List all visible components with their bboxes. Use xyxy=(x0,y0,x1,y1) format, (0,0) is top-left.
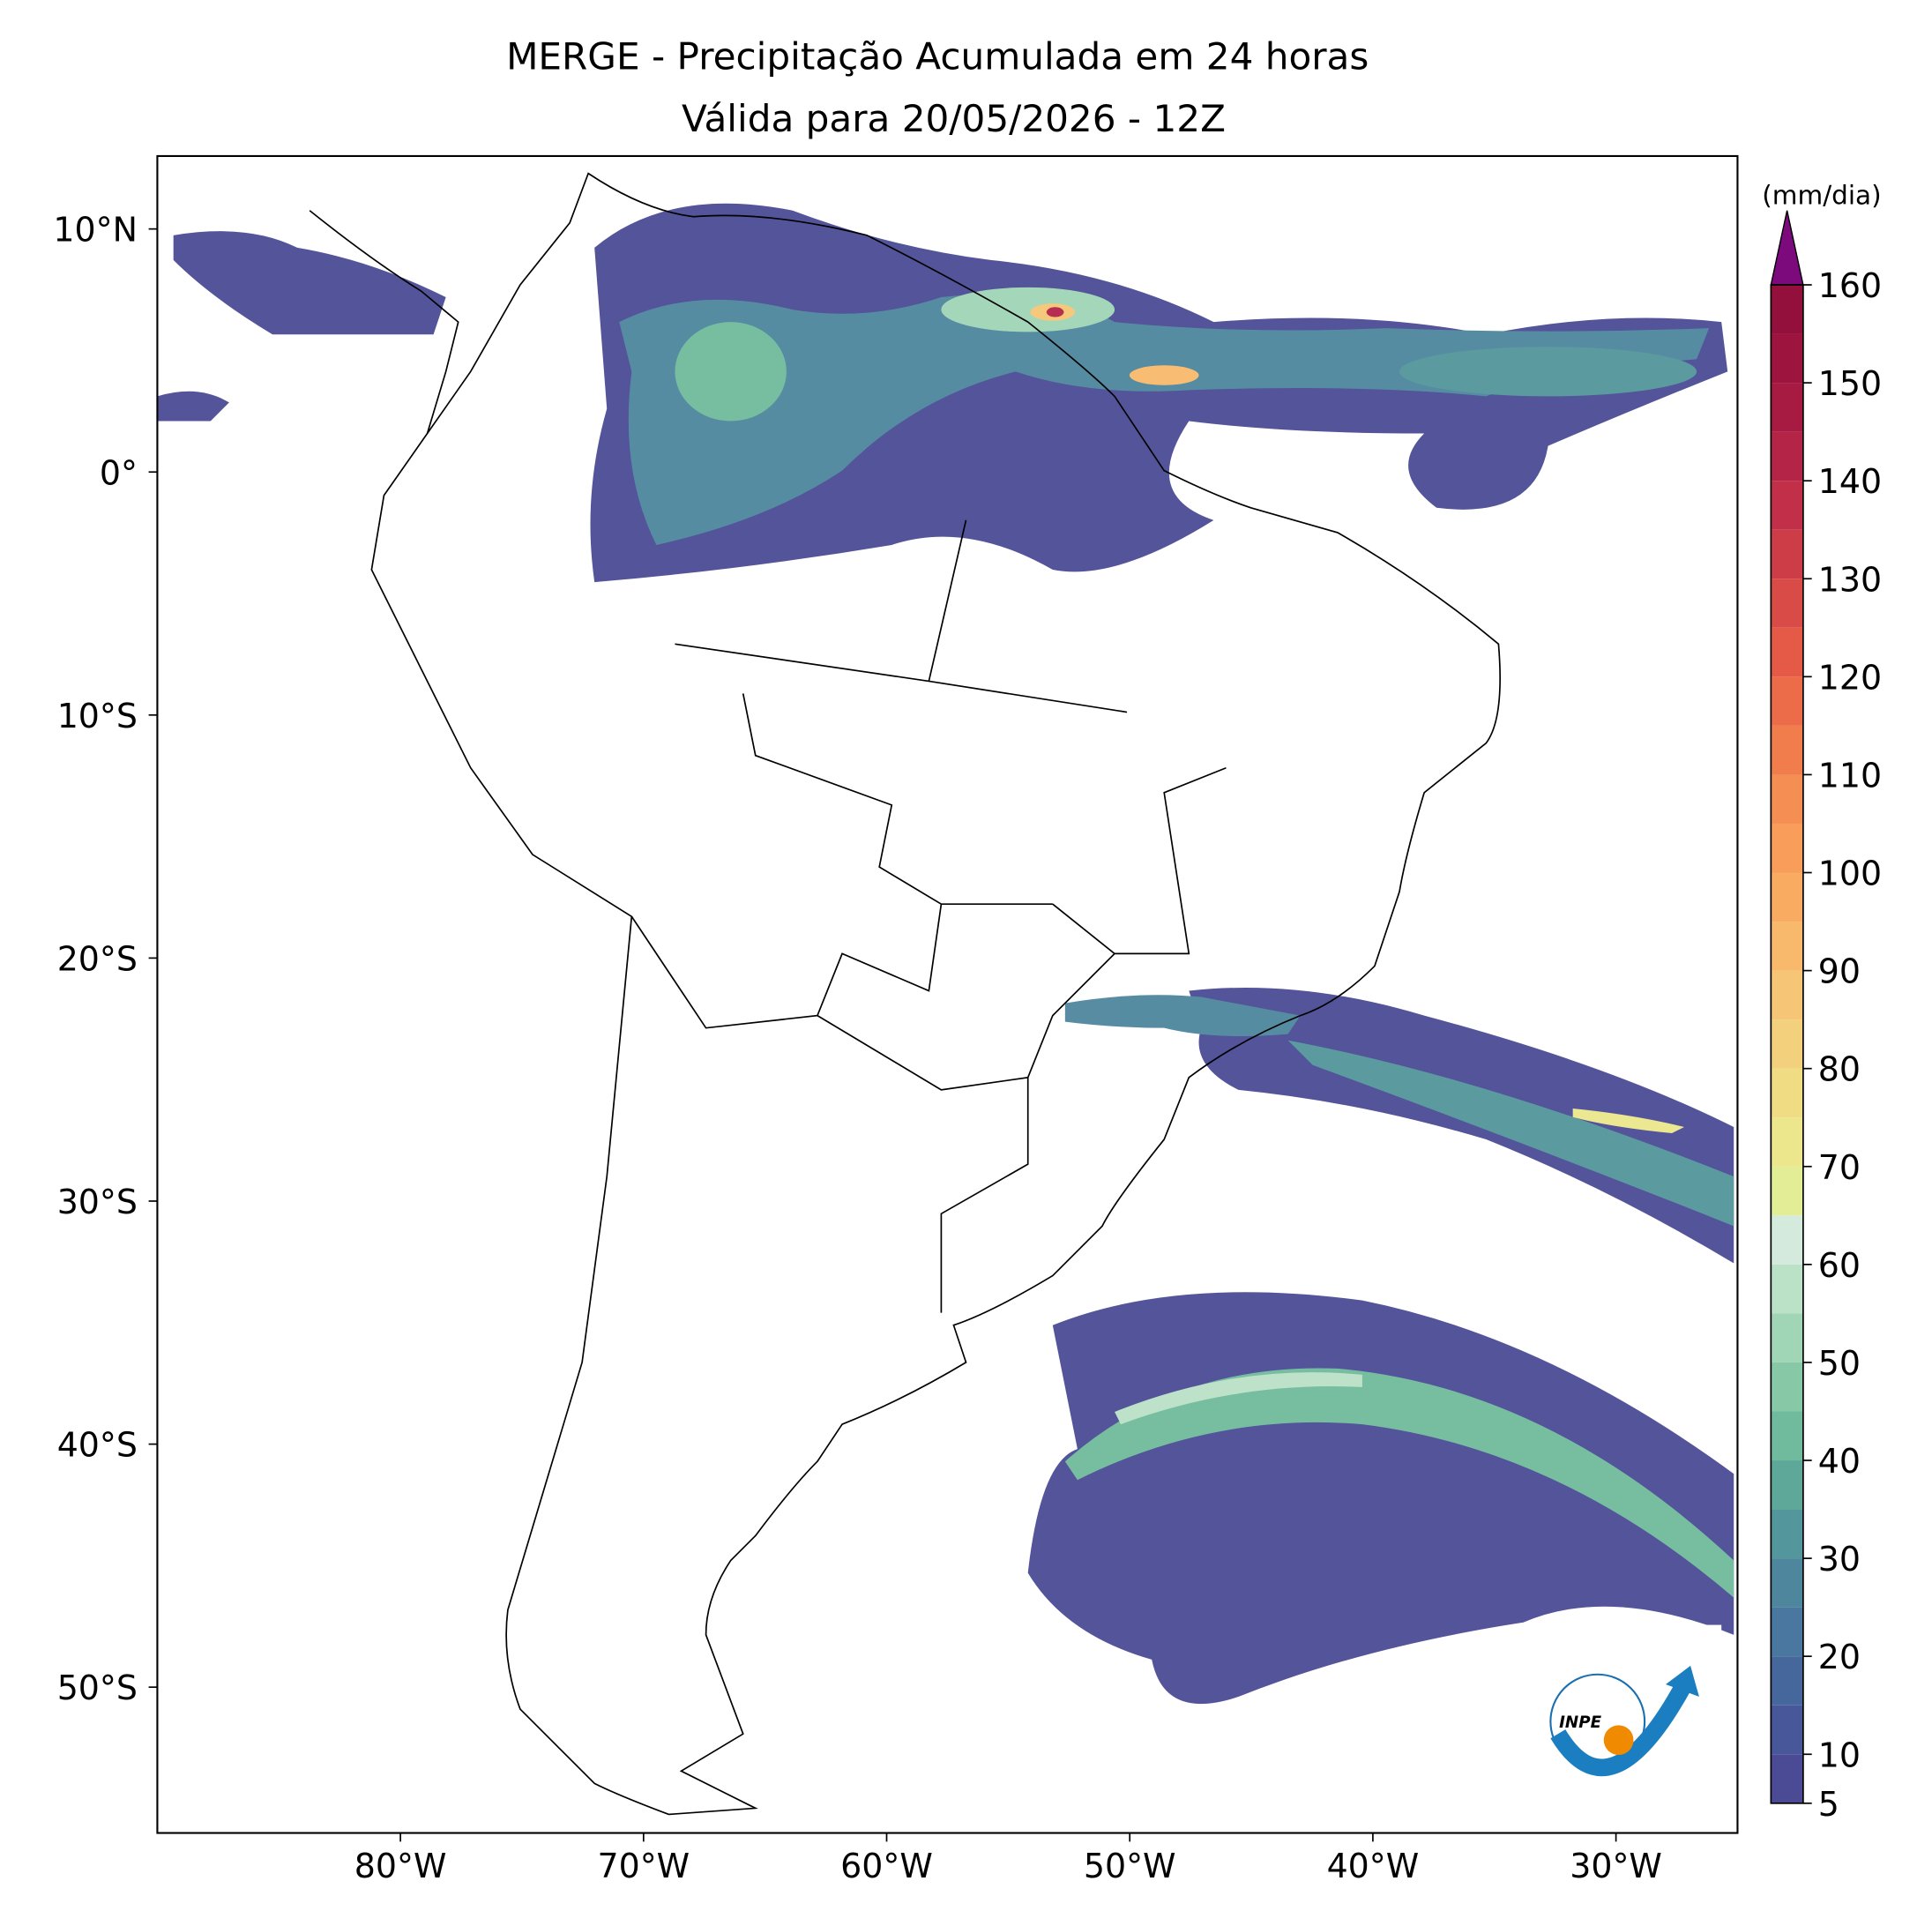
rain-north xyxy=(590,203,1728,583)
map-frame xyxy=(156,154,1739,1834)
title: MERGE - Precipitação Acumulada em 24 hor… xyxy=(506,35,1369,78)
x-tick-label: 60°W xyxy=(840,1847,933,1885)
rain-pacific xyxy=(157,391,229,422)
colorbar-band xyxy=(1771,431,1803,481)
colorbar-tick-label: 60 xyxy=(1818,1246,1861,1285)
y-tick-label: 20°S xyxy=(57,939,138,978)
colorbar-band xyxy=(1771,676,1803,726)
colorbar-band xyxy=(1771,627,1803,677)
y-tick-label: 40°S xyxy=(57,1426,138,1465)
x-tick-label: 70°W xyxy=(597,1847,690,1885)
x-tick-label: 80°W xyxy=(354,1847,447,1885)
colorbar-tick-label: 90 xyxy=(1818,952,1861,991)
rain-core xyxy=(1399,347,1697,397)
rain-core xyxy=(1572,1108,1685,1134)
colorbar-tick-label: 80 xyxy=(1818,1050,1861,1089)
colorbar-tick-label: 30 xyxy=(1818,1540,1861,1579)
colorbar-tick-label: 5 xyxy=(1818,1785,1839,1824)
colorbar-tick-label: 140 xyxy=(1818,462,1882,501)
colorbar-band xyxy=(1771,872,1803,922)
colorbar-band xyxy=(1771,1264,1803,1314)
colorbar-tick-label: 70 xyxy=(1818,1148,1861,1187)
colorbar-band xyxy=(1771,1166,1803,1216)
colorbar-band xyxy=(1771,970,1803,1020)
y-tick-label: 50°S xyxy=(57,1668,138,1707)
colorbar-band xyxy=(1771,481,1803,530)
rain-coast xyxy=(1064,995,1301,1037)
map-area: INPE xyxy=(156,154,1739,1834)
colorbar-unit: (mm/dia) xyxy=(1762,181,1881,211)
subtitle: Válida para 20/05/2026 - 12Z xyxy=(682,97,1226,140)
y-tick-label: 10°N xyxy=(53,211,138,250)
colorbar-band xyxy=(1771,1558,1803,1608)
colorbar-tick-label: 110 xyxy=(1818,756,1882,795)
y-tick-label: 0° xyxy=(100,453,138,492)
rain-band xyxy=(1287,1040,1734,1227)
colorbar-band xyxy=(1771,1656,1803,1706)
colorbar-band xyxy=(1771,579,1803,628)
colorbar-band xyxy=(1771,285,1803,334)
colorbar-band xyxy=(1771,383,1803,432)
colorbar-band xyxy=(1771,725,1803,775)
colorbar-tick-label: 50 xyxy=(1818,1344,1861,1383)
logo: INPE xyxy=(1529,1624,1722,1809)
rain-core xyxy=(941,287,1115,332)
x-tick-label: 50°W xyxy=(1084,1847,1176,1885)
rain-caribbean xyxy=(173,231,446,335)
colorbar-band xyxy=(1771,1215,1803,1265)
colorbar-band xyxy=(1771,1362,1803,1412)
colorbar-frame xyxy=(1770,284,1804,1804)
colorbar-band xyxy=(1771,774,1803,824)
coastline xyxy=(309,172,1501,1816)
colorbar-band xyxy=(1771,1509,1803,1559)
precipitation xyxy=(157,203,1734,1705)
colorbar-band xyxy=(1771,1068,1803,1118)
rain-core xyxy=(675,322,787,422)
colorbar-band xyxy=(1771,823,1803,873)
colorbar-band xyxy=(1771,1313,1803,1362)
colorbar-band xyxy=(1771,1460,1803,1510)
colorbar-tick-label: 20 xyxy=(1818,1638,1861,1676)
colorbar-tick-label: 120 xyxy=(1818,658,1882,697)
colorbar-band xyxy=(1771,333,1803,384)
y-tick-label: 30°S xyxy=(57,1183,138,1221)
rain-band xyxy=(1115,1372,1362,1425)
logo-text: INPE xyxy=(1559,1713,1601,1732)
colorbar-band xyxy=(1771,1754,1803,1803)
x-tick-label: 40°W xyxy=(1327,1847,1420,1885)
y-tick-label: 10°S xyxy=(57,697,138,735)
rain-band xyxy=(1064,1368,1734,1598)
colorbar-band xyxy=(1771,922,1803,971)
colorbar-tick-label: 40 xyxy=(1818,1442,1861,1481)
colorbar-band xyxy=(1771,1019,1803,1069)
rain-core xyxy=(1046,307,1064,317)
colorbar-band xyxy=(1771,1411,1803,1461)
colorbar-tick-label: 10 xyxy=(1818,1736,1861,1774)
colorbar-band xyxy=(1771,529,1803,579)
colorbar-band xyxy=(1771,1607,1803,1657)
colorbar-band xyxy=(1771,1117,1803,1167)
rain-core xyxy=(1129,365,1199,385)
colorbar-extend xyxy=(1770,210,1804,286)
colorbar-band xyxy=(1771,1705,1803,1755)
colorbar-tick-label: 150 xyxy=(1818,364,1882,403)
colorbar-tick-label: 100 xyxy=(1818,855,1882,893)
colorbar-tick-label: 130 xyxy=(1818,560,1882,599)
x-tick-label: 30°W xyxy=(1570,1847,1662,1885)
colorbar-tick-label: 160 xyxy=(1818,266,1882,305)
